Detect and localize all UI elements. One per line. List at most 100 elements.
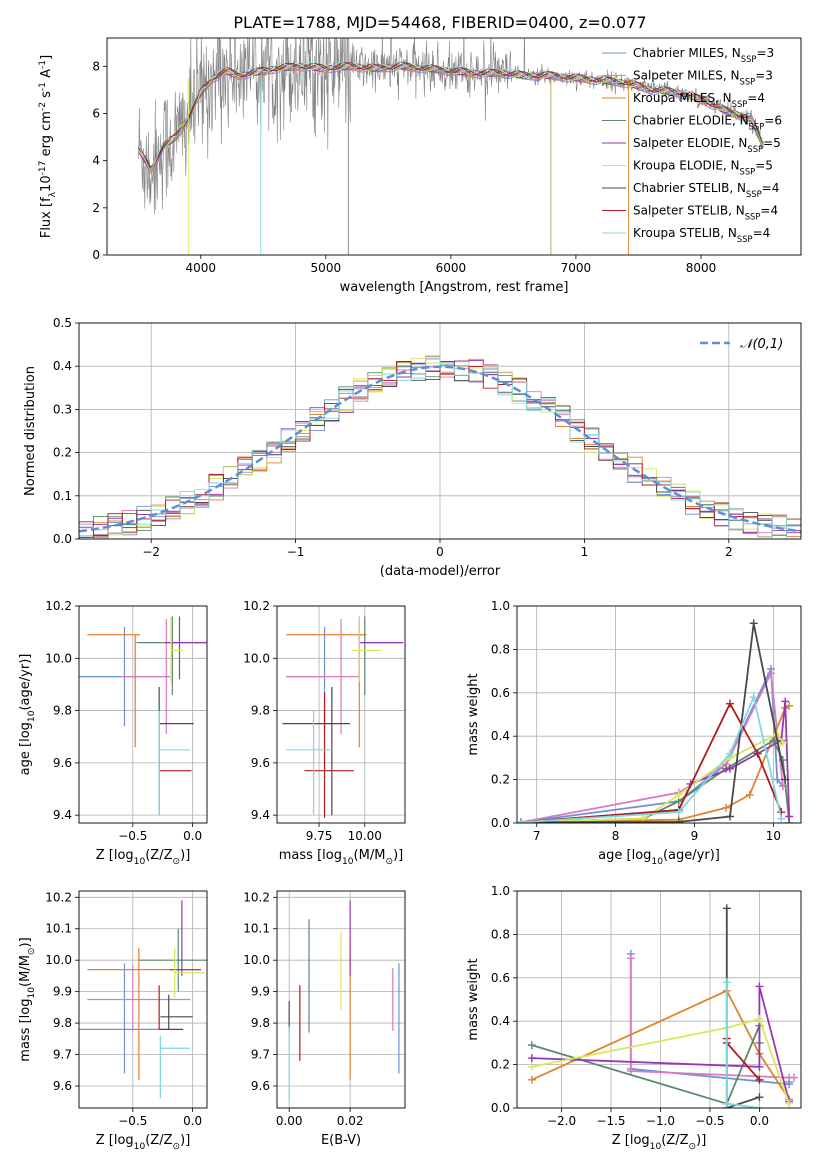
y-tick-label: 9.8 xyxy=(53,704,72,718)
x-axis-label: age [log10(age/yr)] xyxy=(598,848,720,867)
weight-marker xyxy=(674,808,683,817)
y-tick-label: 0.5 xyxy=(53,316,72,330)
weight-series-line xyxy=(520,670,784,823)
weight-marker xyxy=(778,756,787,765)
x-tick-label: 0.02 xyxy=(337,1114,364,1128)
weight-marker xyxy=(722,978,731,987)
weight-marker xyxy=(755,982,764,991)
y-tick-label: 10.2 xyxy=(45,890,72,904)
y-tick-label: 0.4 xyxy=(491,729,510,743)
panel-mass-vs-Z: −0.5 0.0 9.6 9.7 9.8 9.9 10.0 10.1 10.2 Z [log10(… xyxy=(18,890,208,1152)
x-tick-label: 1 xyxy=(581,545,589,559)
x-tick-label: −2.0 xyxy=(547,1114,576,1128)
x-tick-label: −1.5 xyxy=(596,1114,625,1128)
y-tick-label: 0.4 xyxy=(53,359,72,373)
x-tick-label: −0.5 xyxy=(118,1114,147,1128)
x-tick-label: 10.00 xyxy=(348,829,382,843)
x-tick-label: 0 xyxy=(436,545,444,559)
axes-frame xyxy=(78,605,208,824)
weight-marker xyxy=(755,1075,764,1084)
x-tick-label: −1 xyxy=(287,545,305,559)
y-tick-label: 9.7 xyxy=(251,1048,270,1062)
y-tick-label: 0.0 xyxy=(491,1101,510,1115)
x-tick-label: 5000 xyxy=(311,261,342,275)
y-tick-label: 0.2 xyxy=(491,1058,510,1072)
legend-label: Salpeter ELODIE, NSSP=5 xyxy=(633,136,781,154)
y-tick-label: 0.2 xyxy=(53,446,72,460)
x-tick-label: 0.0 xyxy=(750,1114,769,1128)
model-spectrum-line xyxy=(137,61,763,171)
weight-marker xyxy=(722,904,731,913)
y-tick-label: 10.0 xyxy=(243,651,270,665)
weight-marker xyxy=(781,697,790,706)
y-tick-label: 2 xyxy=(92,201,100,215)
y-tick-label: 9.6 xyxy=(53,1079,72,1093)
weight-marker xyxy=(755,1093,764,1102)
plot-area xyxy=(79,900,207,1099)
weight-marker xyxy=(755,1104,764,1108)
x-tick-label: 9 xyxy=(691,829,699,843)
weight-marker xyxy=(749,619,758,628)
legend-label: Kroupa ELODIE, NSSP=5 xyxy=(633,159,773,177)
legend-label: Kroupa MILES, NSSP=4 xyxy=(633,91,765,109)
legend-label: Chabrier STELIB, NSSP=4 xyxy=(633,181,779,199)
y-tick-label: 9.6 xyxy=(251,1079,270,1093)
y-tick-label: 10.2 xyxy=(45,599,72,613)
weight-marker xyxy=(773,775,782,784)
plot-area xyxy=(137,38,764,255)
x-tick-label: 2 xyxy=(725,545,733,559)
weight-marker xyxy=(726,764,734,773)
normal-curve xyxy=(79,365,801,533)
y-tick-label: 9.6 xyxy=(251,756,270,770)
model-spectrum-line xyxy=(137,62,763,167)
y-tick-label: 6 xyxy=(92,106,100,120)
y-axis-label: Normed distribution xyxy=(23,366,38,496)
legend: 𝒩(0,1) xyxy=(700,337,783,352)
x-axis-label: Z [log10(Z/Z⊙)] xyxy=(96,1133,191,1152)
plot-area xyxy=(79,616,207,816)
x-axis-label: Z [log10(Z/Z⊙)] xyxy=(612,1133,707,1152)
legend-label: Salpeter MILES, NSSP=3 xyxy=(633,69,773,87)
panel-weight-vs-age: 7 8 9 10 0.0 0.2 0.4 0.6 0.8 1.0 age [log10(age/yr… xyxy=(466,599,802,867)
y-tick-label: 0.0 xyxy=(53,532,72,546)
legend-label: Kroupa STELIB, NSSP=4 xyxy=(633,226,770,244)
weight-marker xyxy=(777,814,786,823)
model-spectrum-line xyxy=(137,62,763,168)
y-axis-label: age [log10(age/yr)] xyxy=(18,654,37,776)
panel-spectrum: 4000 5000 6000 7000 8000 0 2 4 6 8 wavelength [Ang… xyxy=(38,37,802,295)
axes-frame xyxy=(516,890,802,1109)
y-tick-label: 10.0 xyxy=(45,953,72,967)
x-axis-label: E(B-V) xyxy=(321,1133,361,1148)
y-tick-label: 9.6 xyxy=(53,756,72,770)
weight-series-line xyxy=(531,989,790,1100)
weight-marker xyxy=(790,1073,799,1082)
weight-marker xyxy=(527,1062,536,1071)
weight-marker xyxy=(785,1099,794,1108)
legend-label: 𝒩(0,1) xyxy=(740,337,783,352)
weight-marker xyxy=(722,1099,731,1108)
y-tick-label: 10.0 xyxy=(243,953,270,967)
y-axis-label: mass weight xyxy=(466,958,481,1040)
weight-series-line xyxy=(629,958,795,1079)
y-tick-label: 1.0 xyxy=(491,599,510,613)
weight-marker xyxy=(517,818,525,823)
weight-marker xyxy=(527,1075,536,1084)
plot-area xyxy=(517,619,794,823)
y-tick-label: 9.9 xyxy=(53,985,72,999)
axes-frame xyxy=(106,37,802,256)
y-tick-label: 9.8 xyxy=(251,704,270,718)
y-axis-label: Flux [fλ10-17 erg cm-2 s-1 A-1] xyxy=(38,55,58,238)
y-tick-label: 4 xyxy=(92,154,100,168)
y-tick-label: 10.2 xyxy=(243,599,270,613)
weight-marker xyxy=(726,749,734,758)
y-tick-label: 0.4 xyxy=(491,1014,510,1028)
x-axis-label: wavelength [Angstrom, rest frame] xyxy=(340,280,569,295)
legend-label: Chabrier MILES, NSSP=3 xyxy=(633,46,774,64)
x-tick-label: −0.5 xyxy=(695,1114,724,1128)
weight-series-line xyxy=(531,986,790,1102)
axes-frame xyxy=(78,322,802,540)
y-tick-label: 10.1 xyxy=(45,922,72,936)
plot-area xyxy=(527,904,799,1108)
y-tick-label: 0.8 xyxy=(491,927,510,941)
model-spectrum-line xyxy=(137,61,763,170)
